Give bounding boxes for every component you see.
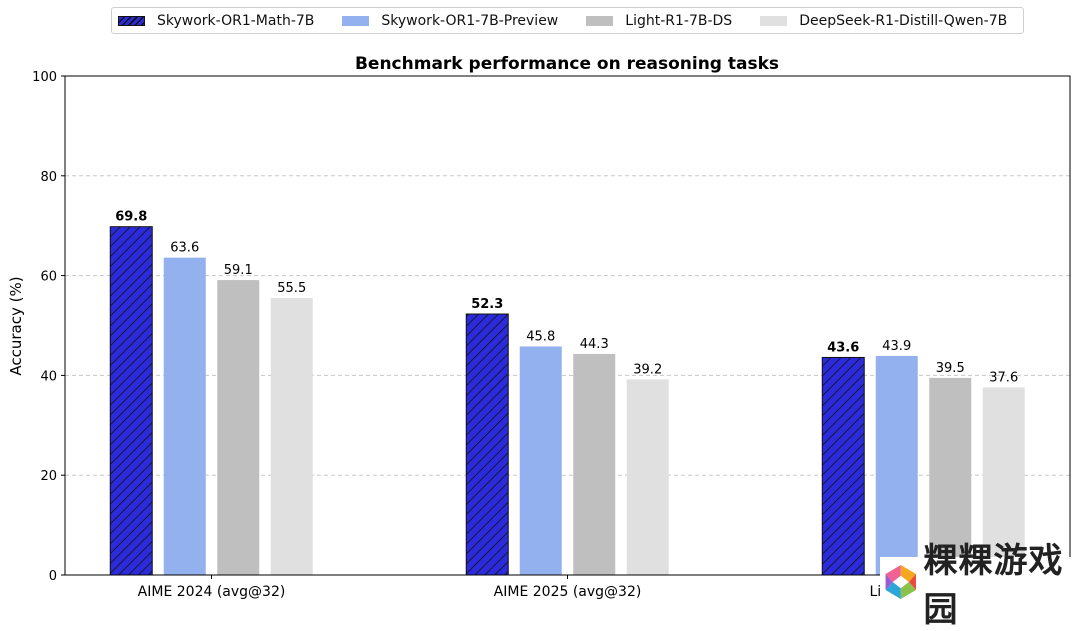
watermark-text: 粿粿游戏园 [923,541,1064,630]
data-label-1-2: 43.9 [882,339,911,354]
plot-frame [64,75,1071,576]
legend-swatch [586,15,614,26]
x-tick-label: AIME 2025 (avg@32) [494,584,642,600]
legend-item: Light-R1-7B-DS [586,13,732,29]
legend-label: DeepSeek-R1-Distill-Qwen-7B [799,12,1008,29]
legend-label: Light-R1-7B-DS [625,12,733,29]
data-label-1-0: 63.6 [170,241,199,256]
bar-0-1 [465,313,509,576]
y-axis-label: Accuracy (%) [7,276,25,375]
bar-2-2 [929,377,972,575]
legend-label: Skywork-OR1-7B-Preview [381,12,559,29]
y-tick-label: 40 [40,369,57,384]
y-tick-label: 100 [32,70,57,85]
data-label-0-1: 52.3 [471,297,503,312]
bar-3-0 [270,298,313,575]
y-tick-label: 20 [40,469,57,484]
bar-chart: 69.8 52.3 43.6 63.6 45.8 43.9 59.1 44.3 39.5 55.5… [7,54,1071,600]
watermark: 粿粿游戏园 [880,541,1080,630]
data-label-3-1: 39.2 [633,362,662,377]
y-tick-label: 0 [49,569,57,584]
legend: Skywork-OR1-Math-7B Skywork-OR1-7B-Previe… [111,7,1024,34]
x-tick-label: AIME 2024 (avg@32) [138,584,286,600]
legend-item: DeepSeek-R1-Distill-Qwen-7B [760,13,1007,29]
bar-3-1 [626,379,669,575]
bar-3-2 [982,387,1025,575]
bar-2-0 [217,280,260,575]
legend-label: Skywork-OR1-Math-7B [157,12,315,29]
data-label-3-0: 55.5 [277,281,306,296]
bar-1-1 [519,346,562,575]
bar-1-2 [875,355,918,575]
data-label-0-2: 43.6 [827,340,859,355]
data-label-3-2: 37.6 [989,370,1018,385]
y-tick-label: 60 [40,270,57,285]
chart-title: Benchmark performance on reasoning tasks [355,54,779,74]
data-label-2-2: 39.5 [936,361,965,376]
data-label-2-1: 44.3 [580,337,609,352]
legend-item: Skywork-OR1-Math-7B [118,13,314,29]
legend-swatch [342,15,370,26]
bar-0-0 [109,226,153,576]
data-label-1-1: 45.8 [526,329,555,344]
data-label-2-0: 59.1 [224,263,253,278]
bar-2-1 [573,353,616,575]
y-tick-label: 80 [40,170,57,185]
bar-1-0 [163,257,206,575]
legend-swatch [760,15,788,26]
legend-item: Skywork-OR1-7B-Preview [342,13,558,29]
legend-swatch [118,15,145,26]
data-label-0-0: 69.8 [115,210,147,225]
bar-0-2 [821,356,865,576]
watermark-logo-icon [885,565,916,599]
